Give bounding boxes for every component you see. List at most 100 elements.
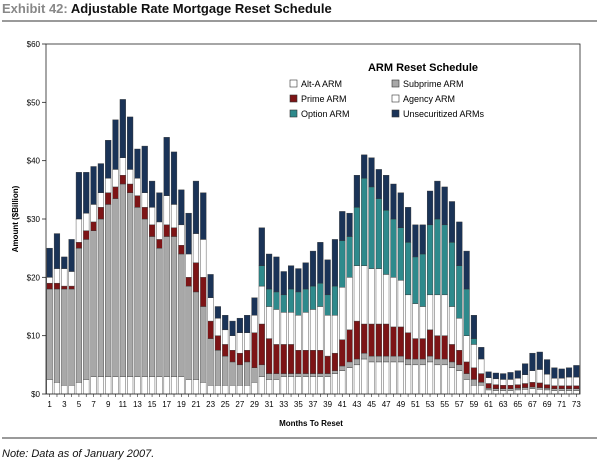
bar-segment-prime-arm xyxy=(456,350,463,366)
bar-segment-subprime-arm xyxy=(53,288,61,383)
bar-segment-agency-arm xyxy=(448,306,456,345)
bar-segment-prime-arm xyxy=(565,385,573,389)
bar-segment-unsecuritized-arms xyxy=(280,271,287,296)
bar-segment-unsecuritized-arms xyxy=(551,367,558,379)
legend-label-prime-arm: Prime ARM xyxy=(301,94,347,104)
bar-segment-subprime-arm xyxy=(112,198,119,377)
bar-segment-agency-arm xyxy=(53,268,61,284)
bar-segment-agency-arm xyxy=(573,376,580,387)
bar-segment-prime-arm xyxy=(178,245,185,255)
bar-segment-subprime-arm xyxy=(119,183,126,377)
bar-segment-prime-arm xyxy=(222,344,229,357)
bar-segment-subprime-arm xyxy=(185,285,192,380)
bar-segment-prime-arm xyxy=(368,323,375,357)
bar-segment-subprime-arm xyxy=(302,373,309,377)
bar-segment-option-arm xyxy=(470,338,477,345)
bar-segment-alt-a-arm xyxy=(244,385,251,395)
bar-segment-option-arm xyxy=(456,265,463,319)
bar-segment-agency-arm xyxy=(397,280,404,328)
bar-segment-prime-arm xyxy=(558,385,565,389)
bar-segment-alt-a-arm xyxy=(46,379,53,395)
legend-title: ARM Reset Schedule xyxy=(368,62,478,74)
bar-segment-agency-arm xyxy=(244,332,251,351)
x-tick-label: 23 xyxy=(206,400,215,409)
bar-segment-prime-arm xyxy=(46,282,53,290)
bar-segment-prime-arm xyxy=(90,221,97,231)
bar-segment-subprime-arm xyxy=(448,361,456,368)
bar-segment-unsecuritized-arms xyxy=(200,192,207,240)
legend-swatch-agency-arm xyxy=(391,94,400,103)
bar-segment-subprime-arm xyxy=(229,361,236,386)
bar-segment-subprime-arm xyxy=(500,388,507,391)
bar-segment-agency-arm xyxy=(200,239,207,278)
bar-segment-agency-arm xyxy=(412,303,419,339)
bar-segment-prime-arm xyxy=(134,195,141,208)
bar-segment-alt-a-arm xyxy=(463,379,470,395)
bar-segment-subprime-arm xyxy=(258,364,265,377)
bar-segment-subprime-arm xyxy=(536,387,543,390)
bar-segment-prime-arm xyxy=(507,385,514,389)
bar-segment-agency-arm xyxy=(97,192,104,208)
bar-segment-agency-arm xyxy=(309,309,317,351)
bar-segment-unsecuritized-arms xyxy=(295,268,302,293)
x-tick-label: 51 xyxy=(411,400,420,409)
bar-segment-unsecuritized-arms xyxy=(558,368,565,379)
y-tick-label: $20 xyxy=(27,273,41,282)
bar-segment-subprime-arm xyxy=(156,247,163,377)
bar-segment-alt-a-arm xyxy=(178,376,185,395)
bar-segment-subprime-arm xyxy=(141,218,148,377)
bar-segment-prime-arm xyxy=(68,285,75,290)
bar-segment-prime-arm xyxy=(127,183,134,193)
bar-segment-alt-a-arm xyxy=(361,358,368,395)
bar-segment-unsecuritized-arms xyxy=(83,172,90,214)
bar-segment-alt-a-arm xyxy=(375,361,382,395)
bar-segment-subprime-arm xyxy=(83,239,90,380)
x-tick-label: 33 xyxy=(279,400,288,409)
bar-segment-prime-arm xyxy=(514,384,521,389)
bar-segment-option-arm xyxy=(331,285,338,316)
bar-segment-agency-arm xyxy=(456,317,463,351)
x-tick-label: 1 xyxy=(47,400,52,409)
x-tick-label: 11 xyxy=(119,400,128,409)
bar-segment-subprime-arm xyxy=(68,288,75,386)
bar-segment-agency-arm xyxy=(295,315,302,351)
bar-segment-agency-arm xyxy=(163,195,170,226)
bar-segment-alt-a-arm xyxy=(90,376,97,395)
bar-segment-unsecuritized-arms xyxy=(456,221,463,266)
bar-segment-subprime-arm xyxy=(309,373,317,377)
bar-segment-alt-a-arm xyxy=(558,390,565,395)
bar-segment-subprime-arm xyxy=(551,388,558,391)
bar-segment-subprime-arm xyxy=(529,386,536,389)
bar-segment-subprime-arm xyxy=(412,358,419,366)
bar-segment-option-arm xyxy=(441,224,448,296)
x-tick-label: 61 xyxy=(484,400,493,409)
bar-segment-alt-a-arm xyxy=(485,389,492,395)
bar-segment-alt-a-arm xyxy=(397,361,404,395)
bar-segment-unsecuritized-arms xyxy=(514,370,521,379)
bar-segment-subprime-arm xyxy=(544,387,551,391)
bar-segment-prime-arm xyxy=(544,384,551,389)
bar-segment-prime-arm xyxy=(470,367,477,380)
bar-segment-unsecuritized-arms xyxy=(434,180,441,220)
bar-segment-unsecuritized-arms xyxy=(302,262,309,290)
x-tick-label: 41 xyxy=(338,400,347,409)
bar-segment-alt-a-arm xyxy=(127,376,134,395)
bar-segment-agency-arm xyxy=(192,233,200,263)
bar-segment-subprime-arm xyxy=(200,306,207,383)
bar-segment-subprime-arm xyxy=(266,373,273,380)
bar-segment-subprime-arm xyxy=(573,388,580,391)
bar-segment-unsecuritized-arms xyxy=(448,201,456,243)
x-tick-label: 3 xyxy=(62,400,67,409)
bar-segment-subprime-arm xyxy=(127,192,134,377)
bar-segment-agency-arm xyxy=(258,285,265,325)
bar-segment-alt-a-arm xyxy=(317,376,324,395)
bar-segment-prime-arm xyxy=(434,335,441,360)
x-axis-label: Months To Reset xyxy=(279,419,343,428)
bar-segment-prime-arm xyxy=(463,361,470,374)
bar-segment-subprime-arm xyxy=(426,355,434,363)
x-tick-label: 69 xyxy=(543,400,552,409)
bar-segment-prime-arm xyxy=(119,175,126,185)
bar-segment-subprime-arm xyxy=(273,373,280,380)
bar-segment-agency-arm xyxy=(236,332,243,354)
bar-segment-unsecuritized-arms xyxy=(273,256,280,293)
